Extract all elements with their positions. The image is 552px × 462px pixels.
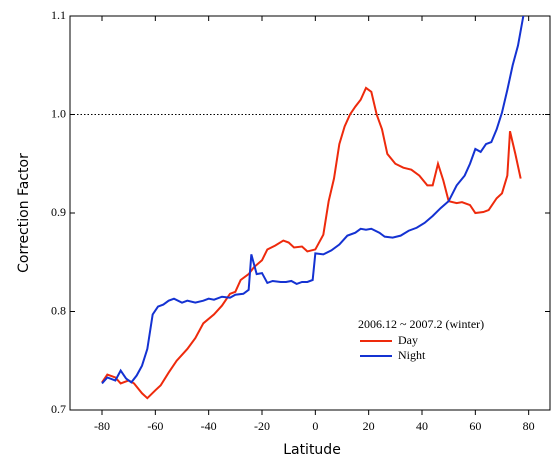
y-tick-label: 0.9 bbox=[51, 205, 66, 219]
x-tick-label: -60 bbox=[147, 419, 163, 433]
y-tick-label: 0.8 bbox=[51, 303, 66, 317]
x-tick-label: -20 bbox=[254, 419, 270, 433]
legend-label: Day bbox=[398, 333, 418, 347]
x-tick-label: 80 bbox=[523, 419, 535, 433]
x-tick-label: -80 bbox=[94, 419, 110, 433]
series-line bbox=[101, 86, 522, 400]
y-axis-label: Correction Factor bbox=[16, 153, 32, 273]
y-tick-label: 1.1 bbox=[51, 8, 66, 22]
legend-label: Night bbox=[398, 348, 426, 362]
legend-title: 2006.12 ~ 2007.2 (winter) bbox=[358, 317, 484, 331]
x-tick-label: 0 bbox=[312, 419, 318, 433]
x-tick-label: 20 bbox=[363, 419, 375, 433]
x-tick-label: 60 bbox=[469, 419, 481, 433]
y-tick-label: 1.0 bbox=[51, 106, 66, 120]
x-tick-label: 40 bbox=[416, 419, 428, 433]
x-axis-label: Latitude bbox=[283, 442, 341, 458]
y-tick-label: 0.7 bbox=[51, 402, 66, 416]
x-tick-label: -40 bbox=[201, 419, 217, 433]
series-line bbox=[101, 16, 525, 385]
